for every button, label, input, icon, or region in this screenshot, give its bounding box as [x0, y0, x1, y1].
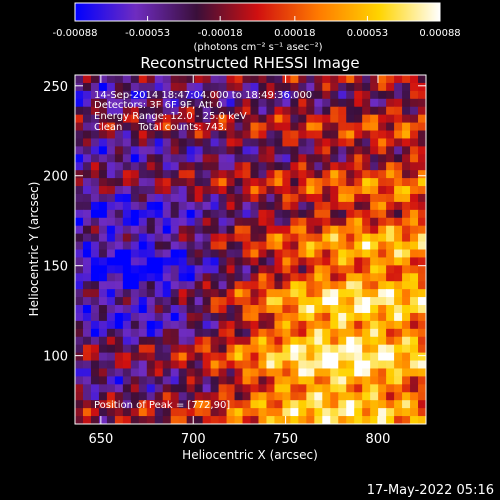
- peak-position-label: Position of Peak = [772,90]: [94, 400, 230, 411]
- colorbar-ticks: -0.00088 -0.00053 -0.00018 0.00018 0.00053 0.…: [53, 16, 461, 39]
- y-tick-label: 200: [43, 170, 68, 185]
- colorbar-tick-label: 0.00053: [347, 28, 388, 39]
- y-tick-label: 100: [43, 350, 68, 365]
- annotation-detectors: Detectors: 3F 6F 9F, Att 0: [94, 100, 222, 111]
- chart-title: Reconstructed RHESSI Image: [140, 54, 359, 72]
- heatmap-cells: [75, 75, 426, 424]
- x-axis-label: Heliocentric X (arcsec): [182, 448, 318, 462]
- colorbar-tick-label: 0.00018: [274, 28, 315, 39]
- colorbar-tick-label: 0.00088: [419, 28, 460, 39]
- colorbar-tick-label: -0.00053: [125, 28, 170, 39]
- annotation-time-range: 14-Sep-2014 18:47:04.000 to 18:49:36.000: [94, 90, 312, 101]
- axis-ticks: 650 700 750 800 100 150 200 250: [43, 75, 426, 447]
- y-axis-label: Heliocentric Y (arcsec): [27, 182, 41, 317]
- colorbar-unit-label: (photons cm⁻² s⁻¹ asec⁻²): [193, 42, 322, 53]
- colorbar-tick-label: -0.00088: [53, 28, 98, 39]
- x-tick-label: 650: [88, 432, 113, 447]
- colorbar: [74, 2, 441, 22]
- colorbar-tick-label: -0.00018: [198, 28, 243, 39]
- x-tick-label: 800: [366, 432, 391, 447]
- x-tick-label: 750: [273, 432, 298, 447]
- x-tick-label: 700: [181, 432, 206, 447]
- y-tick-label: 150: [43, 260, 68, 275]
- annotation-energy: Energy Range: 12.0 - 25.0 keV: [94, 111, 247, 122]
- annotation-clean-counts: Clean Total counts: 743.: [94, 122, 227, 133]
- y-tick-label: 250: [43, 80, 68, 95]
- plot-frame: [74, 74, 427, 425]
- footer-timestamp: 17-May-2022 05:16: [367, 483, 494, 498]
